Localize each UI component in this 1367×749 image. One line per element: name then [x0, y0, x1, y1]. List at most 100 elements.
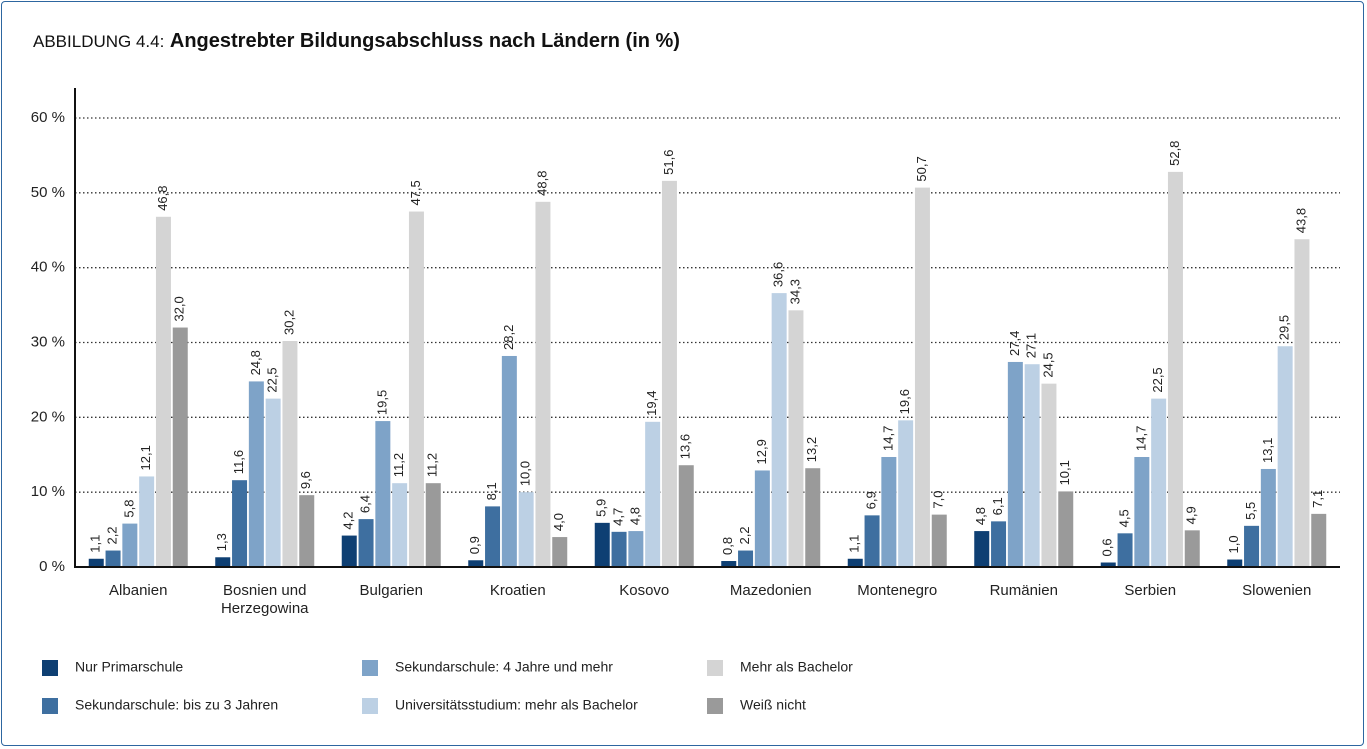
y-tick-label: 20 % — [31, 408, 65, 425]
value-label: 5,8 — [121, 500, 136, 518]
bar — [215, 557, 231, 567]
value-label: 1,0 — [1226, 535, 1241, 553]
y-tick-label: 0 % — [39, 558, 65, 575]
value-label: 32,0 — [172, 296, 187, 321]
value-label: 12,9 — [754, 439, 769, 464]
value-label: 48,8 — [534, 171, 549, 196]
value-label: 28,2 — [501, 325, 516, 350]
bar — [771, 293, 787, 567]
bar — [754, 470, 770, 567]
legend-label: Universitätsstudium: mehr als Bachelor — [395, 697, 638, 713]
bar — [788, 310, 804, 567]
value-label: 11,2 — [425, 453, 440, 477]
value-label: 2,2 — [104, 526, 119, 544]
value-label: 24,5 — [1040, 352, 1055, 377]
bar — [139, 476, 155, 567]
value-label: 0,9 — [467, 536, 482, 554]
legend-swatch — [42, 698, 58, 714]
bar — [611, 531, 627, 567]
bar — [1058, 491, 1074, 567]
x-tick-label: Montenegro — [857, 582, 938, 599]
value-label: 6,9 — [863, 491, 878, 509]
bar — [468, 560, 484, 567]
value-label: 52,8 — [1167, 141, 1182, 166]
value-label: 4,0 — [551, 513, 566, 531]
bar — [358, 519, 374, 567]
bar — [408, 211, 424, 567]
value-label: 7,0 — [931, 491, 946, 509]
bar — [1117, 533, 1133, 567]
bar — [991, 521, 1007, 567]
value-label: 22,5 — [1150, 367, 1165, 392]
y-tick-label: 40 % — [31, 259, 65, 276]
x-tick-label: Albanien — [109, 582, 168, 599]
value-label: 6,4 — [357, 495, 372, 513]
bar — [1184, 530, 1200, 567]
value-label: 14,7 — [880, 426, 895, 451]
bar — [248, 381, 264, 567]
value-label: 13,6 — [678, 434, 693, 459]
bar — [1277, 346, 1293, 567]
value-label: 12,1 — [138, 445, 153, 470]
y-tick-label: 10 % — [31, 483, 65, 500]
bar — [299, 495, 315, 567]
figure-label: ABBILDUNG 4.4: — [33, 32, 165, 51]
value-label: 4,8 — [627, 507, 642, 525]
bar — [1260, 468, 1276, 567]
x-tick-label: Rumänien — [989, 582, 1058, 599]
bar — [501, 355, 517, 567]
value-label: 24,8 — [248, 350, 263, 375]
legend-swatch — [362, 660, 378, 676]
value-label: 1,1 — [847, 535, 862, 553]
value-label: 27,4 — [1007, 331, 1022, 356]
bar — [1024, 364, 1040, 567]
bar — [1134, 456, 1150, 567]
value-label: 11,2 — [391, 453, 406, 477]
value-label: 19,6 — [897, 389, 912, 414]
value-label: 4,2 — [341, 511, 356, 529]
bar — [232, 480, 248, 567]
value-label: 8,1 — [484, 482, 499, 500]
bar — [375, 421, 391, 567]
bar — [172, 327, 188, 567]
value-label: 4,9 — [1184, 506, 1199, 524]
bar — [552, 537, 568, 567]
x-tick-label: Kroatien — [489, 582, 546, 599]
legend-swatch — [42, 660, 58, 676]
value-label: 47,5 — [408, 180, 423, 205]
value-label: 11,6 — [231, 450, 246, 474]
bar — [265, 398, 281, 567]
bar — [155, 216, 171, 567]
value-label: 6,1 — [990, 497, 1005, 515]
bar — [678, 465, 694, 567]
bar — [1151, 398, 1167, 567]
value-label: 43,8 — [1293, 208, 1308, 233]
value-label: 46,8 — [155, 185, 170, 210]
bar — [1294, 239, 1310, 568]
x-tick-label: Mazedonien — [729, 582, 812, 599]
bar — [738, 550, 754, 567]
value-label: 4,7 — [610, 508, 625, 526]
value-label: 13,1 — [1260, 438, 1275, 463]
value-label: 51,6 — [661, 150, 676, 175]
chart-title: Angestrebter Bildungsabschluss nach Länd… — [169, 30, 680, 52]
bar — [898, 420, 914, 567]
bar — [661, 180, 677, 568]
value-label: 1,1 — [88, 535, 103, 553]
value-label: 27,1 — [1024, 333, 1039, 358]
bar — [1041, 383, 1057, 567]
bar — [645, 421, 661, 567]
legend-label: Sekundarschule: 4 Jahre und mehr — [395, 659, 613, 675]
bar — [721, 561, 737, 567]
bar — [914, 187, 930, 567]
x-tick-label: Bosnien und Herzegowina — [220, 582, 309, 617]
y-tick-label: 30 % — [31, 333, 65, 350]
bar — [88, 558, 104, 567]
bar — [341, 535, 357, 567]
value-label: 1,3 — [214, 533, 229, 551]
value-label: 34,3 — [787, 279, 802, 304]
value-label: 14,7 — [1133, 426, 1148, 451]
value-label: 9,6 — [298, 471, 313, 489]
